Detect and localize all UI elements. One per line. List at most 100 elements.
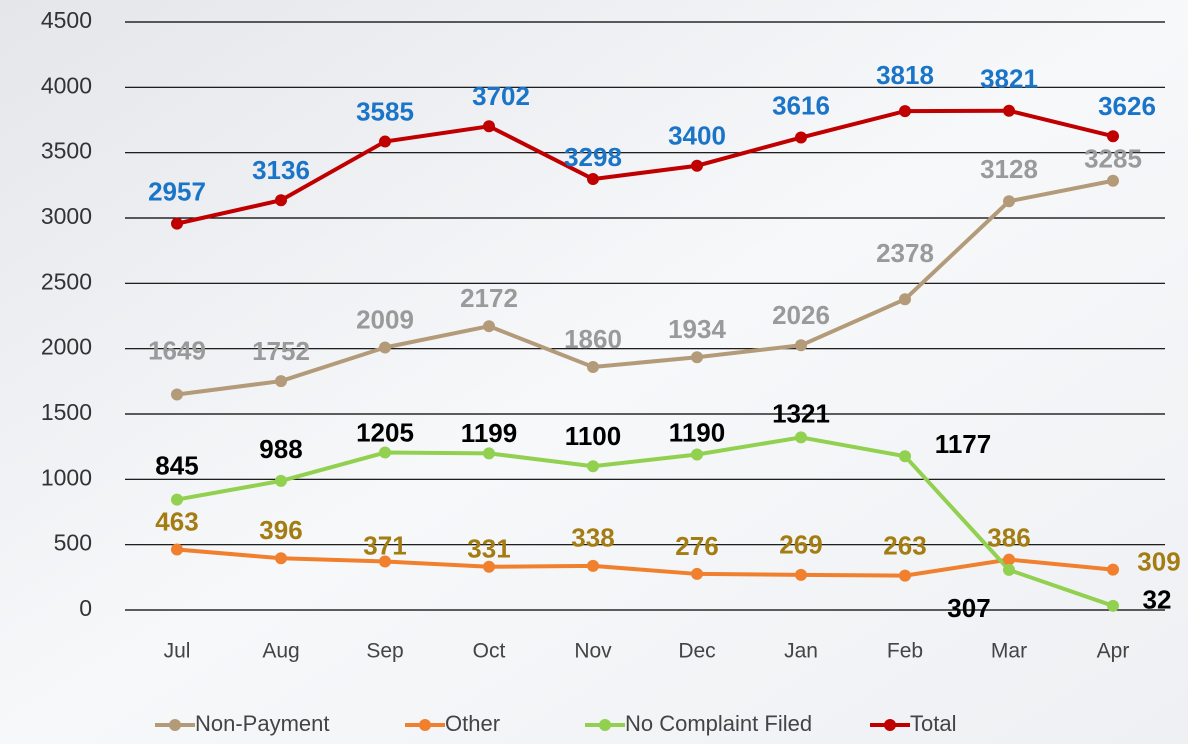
data-label: 2378 (876, 238, 934, 268)
y-tick-label: 1000 (41, 464, 92, 490)
data-label: 2009 (356, 304, 414, 334)
point (1003, 553, 1015, 566)
point (1107, 599, 1119, 612)
point (379, 446, 391, 459)
point (171, 217, 183, 230)
legend-swatch (599, 719, 611, 731)
point (691, 159, 703, 172)
x-tick-label: Jul (164, 640, 191, 663)
data-label: 845 (155, 450, 198, 480)
x-tick-label: Oct (473, 640, 506, 663)
data-label: 3626 (1098, 91, 1156, 121)
data-label: 386 (987, 522, 1030, 552)
point (379, 341, 391, 354)
point (587, 173, 599, 186)
data-label: 988 (259, 434, 302, 464)
data-label: 3616 (772, 90, 830, 120)
data-label: 3400 (668, 121, 726, 151)
y-tick-label: 3000 (41, 203, 92, 229)
point (379, 555, 391, 568)
point (1107, 563, 1119, 576)
data-label: 1934 (668, 314, 726, 344)
point (795, 568, 807, 581)
data-label: 1649 (148, 335, 206, 365)
series-line (176, 435, 1114, 608)
y-tick-label: 4500 (41, 7, 92, 33)
point (899, 105, 911, 118)
point (275, 194, 287, 207)
legend-label: Non-Payment (195, 711, 330, 736)
point (587, 360, 599, 373)
x-tick-label: Dec (678, 640, 715, 663)
point (899, 569, 911, 582)
data-label: 331 (467, 534, 510, 564)
legend-label: Other (445, 711, 500, 736)
data-label: 1199 (461, 418, 517, 448)
point (171, 493, 183, 506)
data-label: 2172 (460, 283, 518, 313)
y-tick-label: 500 (54, 530, 92, 556)
point (899, 293, 911, 306)
point (899, 450, 911, 463)
y-tick-label: 0 (79, 595, 92, 621)
point (691, 351, 703, 364)
data-label: 396 (259, 515, 302, 545)
data-label: 338 (571, 523, 614, 553)
legend-label: No Complaint Filed (625, 711, 812, 736)
point (483, 120, 495, 133)
data-label: 1100 (565, 421, 621, 451)
point (1107, 174, 1119, 187)
legend-swatch (884, 719, 896, 731)
legend-swatch (169, 719, 181, 731)
data-label: 3818 (876, 60, 934, 90)
x-tick-label: Nov (574, 640, 612, 663)
series-line (176, 547, 1114, 578)
data-label: 2026 (772, 300, 830, 330)
data-label: 1860 (564, 324, 622, 354)
point (171, 543, 183, 556)
y-tick-label: 2000 (41, 334, 92, 360)
data-label: 3585 (356, 96, 414, 126)
point (795, 339, 807, 352)
y-tick-label: 4000 (41, 72, 92, 98)
point (379, 135, 391, 148)
point (483, 320, 495, 333)
data-label: 269 (779, 530, 822, 560)
point (483, 447, 495, 460)
data-label: 2957 (148, 176, 206, 206)
data-label: 263 (883, 531, 926, 561)
series-line (176, 178, 1114, 397)
data-label: 3298 (564, 142, 622, 172)
data-label: 1752 (252, 336, 310, 366)
data-label: 1190 (669, 417, 725, 447)
x-tick-label: Feb (887, 640, 923, 663)
x-tick-label: Sep (366, 640, 403, 663)
data-label: 463 (155, 506, 198, 536)
point (275, 552, 287, 565)
data-label: 3128 (980, 154, 1038, 184)
legend-label: Total (910, 711, 956, 736)
point (795, 131, 807, 144)
point (587, 559, 599, 572)
point (1003, 195, 1015, 208)
data-label: 3136 (252, 155, 310, 185)
data-label: 371 (363, 530, 406, 560)
data-label: 1321 (772, 398, 830, 428)
y-tick-label: 2500 (41, 268, 92, 294)
point (1107, 130, 1119, 143)
point (691, 448, 703, 461)
point (483, 560, 495, 573)
point (1003, 104, 1015, 117)
x-tick-label: Aug (262, 640, 299, 663)
point (795, 431, 807, 444)
x-tick-label: Mar (991, 640, 1027, 663)
y-tick-label: 1500 (41, 399, 92, 425)
point (275, 375, 287, 388)
series-line (176, 108, 1114, 226)
x-tick-label: Jan (784, 640, 818, 663)
data-label: 309 (1137, 546, 1180, 576)
data-label: 3702 (472, 81, 530, 111)
data-label: 307 (947, 593, 990, 623)
point (1003, 563, 1015, 576)
